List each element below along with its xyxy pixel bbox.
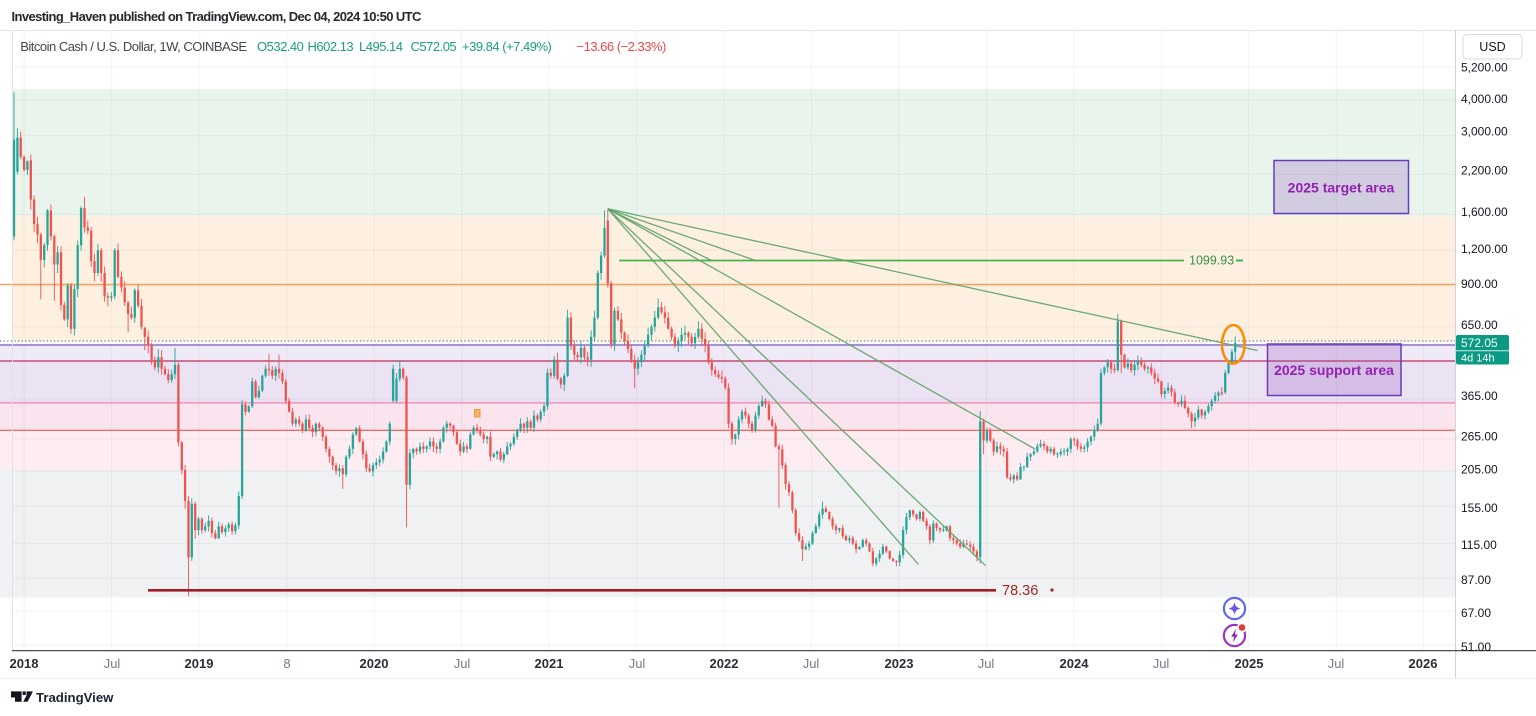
svg-text:TradingView: TradingView <box>36 690 114 705</box>
svg-text:1,200.00: 1,200.00 <box>1461 242 1508 256</box>
svg-text:2026: 2026 <box>1409 656 1438 671</box>
svg-text:Jul: Jul <box>1153 656 1170 671</box>
svg-text:2019: 2019 <box>185 656 214 671</box>
svg-text:51.00: 51.00 <box>1461 640 1491 654</box>
svg-text:2,200.00: 2,200.00 <box>1461 163 1508 177</box>
svg-text:205.00: 205.00 <box>1461 462 1498 476</box>
svg-text:4,000.00: 4,000.00 <box>1461 92 1508 106</box>
svg-text:155.00: 155.00 <box>1461 501 1498 515</box>
svg-text:Jul: Jul <box>803 656 820 671</box>
svg-text:572.05: 572.05 <box>1461 336 1498 350</box>
svg-text:2025 target area: 2025 target area <box>1288 180 1395 196</box>
svg-text:2020: 2020 <box>360 656 389 671</box>
svg-text:1099.93: 1099.93 <box>1189 254 1234 268</box>
svg-text:900.00: 900.00 <box>1461 277 1498 291</box>
svg-text:5,200.00: 5,200.00 <box>1461 60 1508 74</box>
svg-text:1,600.00: 1,600.00 <box>1461 205 1508 219</box>
svg-text:2022: 2022 <box>710 656 739 671</box>
svg-text:3,000.00: 3,000.00 <box>1461 125 1508 139</box>
svg-text:2025 support area: 2025 support area <box>1274 362 1394 378</box>
svg-text:2018: 2018 <box>10 656 39 671</box>
svg-text:650.00: 650.00 <box>1461 318 1498 332</box>
svg-text:Jul: Jul <box>1328 656 1345 671</box>
svg-text:2025: 2025 <box>1235 656 1264 671</box>
svg-text:87.00: 87.00 <box>1461 573 1491 587</box>
svg-text:4d 14h: 4d 14h <box>1461 353 1495 365</box>
svg-text:Jul: Jul <box>978 656 995 671</box>
svg-text:78.36: 78.36 <box>1002 583 1038 599</box>
svg-text:USD: USD <box>1479 40 1505 54</box>
svg-text:Jul: Jul <box>629 656 646 671</box>
svg-text:2024: 2024 <box>1060 656 1090 671</box>
svg-text:67.00: 67.00 <box>1461 606 1491 620</box>
svg-text:2023: 2023 <box>885 656 914 671</box>
svg-text:265.00: 265.00 <box>1461 429 1498 443</box>
svg-text:8: 8 <box>283 656 290 671</box>
svg-text:2021: 2021 <box>535 656 564 671</box>
svg-text:Jul: Jul <box>104 656 121 671</box>
svg-text:Jul: Jul <box>454 656 471 671</box>
svg-text:365.00: 365.00 <box>1461 389 1498 403</box>
svg-text:115.00: 115.00 <box>1461 538 1497 552</box>
